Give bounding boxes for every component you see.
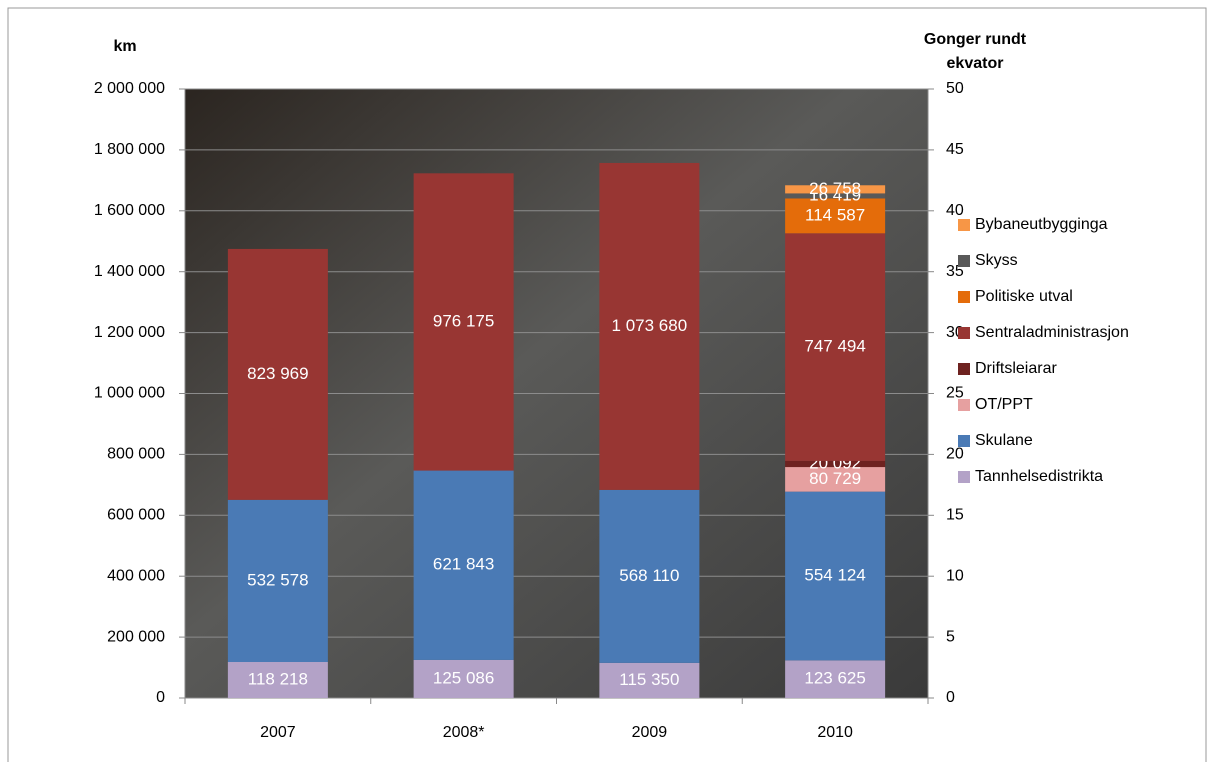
y-tick-label: 1 600 000 [94, 202, 165, 219]
value-label: 554 124 [804, 565, 865, 584]
legend-swatch [958, 435, 970, 447]
legend-label: Skyss [975, 252, 1018, 269]
legend-swatch [958, 291, 970, 303]
y-tick-label: 1 000 000 [94, 385, 165, 402]
value-label: 125 086 [433, 668, 494, 687]
value-label: 976 175 [433, 311, 494, 330]
value-label: 532 578 [247, 570, 308, 589]
legend-swatch [958, 219, 970, 231]
y2-tick-label: 40 [946, 202, 964, 219]
y-tick-label: 2 000 000 [94, 80, 165, 97]
value-label: 747 494 [804, 337, 865, 356]
legend-swatch [958, 471, 970, 483]
legend-swatch [958, 327, 970, 339]
value-label: 123 625 [804, 669, 865, 688]
y-tick-label: 1 800 000 [94, 141, 165, 158]
y2-axis-title: ekvator [947, 55, 1004, 72]
legend-swatch [958, 399, 970, 411]
value-label: 1 073 680 [612, 316, 688, 335]
legend-label: Skulane [975, 432, 1033, 449]
chart: km Gonger rundt ekvator 0 200 000 400 000 6… [0, 0, 1214, 762]
legend-label: Sentraladministrasjon [975, 324, 1129, 341]
y-axis-title: km [113, 38, 136, 55]
legend-swatch [958, 363, 970, 375]
y-tick-label: 1 200 000 [94, 324, 165, 341]
legend-label: Driftsleiarar [975, 360, 1057, 377]
x-tick-label: 2008* [443, 724, 485, 741]
x-tick-label: 2007 [260, 724, 296, 741]
y2-tick-label: 15 [946, 507, 964, 524]
y-tick-label: 200 000 [107, 628, 165, 645]
y2-tick-label: 45 [946, 141, 964, 158]
y2-tick-label: 10 [946, 567, 964, 584]
x-tick-label: 2010 [817, 724, 853, 741]
value-label: 621 843 [433, 555, 494, 574]
y-tick-label: 800 000 [107, 446, 165, 463]
legend-label: Bybaneutbygginga [975, 216, 1108, 233]
legend-label: Tannhelsedistrikta [975, 468, 1103, 485]
y2-tick-label: 0 [946, 689, 955, 706]
legend-label: Politiske utval [975, 288, 1073, 305]
legend-swatch [958, 255, 970, 267]
value-label: 114 587 [805, 205, 865, 224]
y-tick-label: 600 000 [107, 507, 165, 524]
value-label: 568 110 [619, 566, 679, 585]
y2-axis-title: Gonger rundt [924, 31, 1027, 48]
y-tick-label: 400 000 [107, 567, 165, 584]
value-label: 115 350 [619, 670, 679, 689]
legend-label: OT/PPT [975, 396, 1033, 413]
y2-tick-label: 50 [946, 80, 964, 97]
value-label: 118 218 [248, 669, 308, 688]
x-tick-label: 2009 [632, 724, 668, 741]
value-label: 26 758 [809, 179, 861, 198]
y2-tick-label: 20 [946, 446, 964, 463]
y-tick-label: 0 [156, 689, 165, 706]
y2-tick-label: 5 [946, 628, 955, 645]
y-tick-label: 1 400 000 [94, 263, 165, 280]
value-label: 823 969 [247, 364, 308, 383]
